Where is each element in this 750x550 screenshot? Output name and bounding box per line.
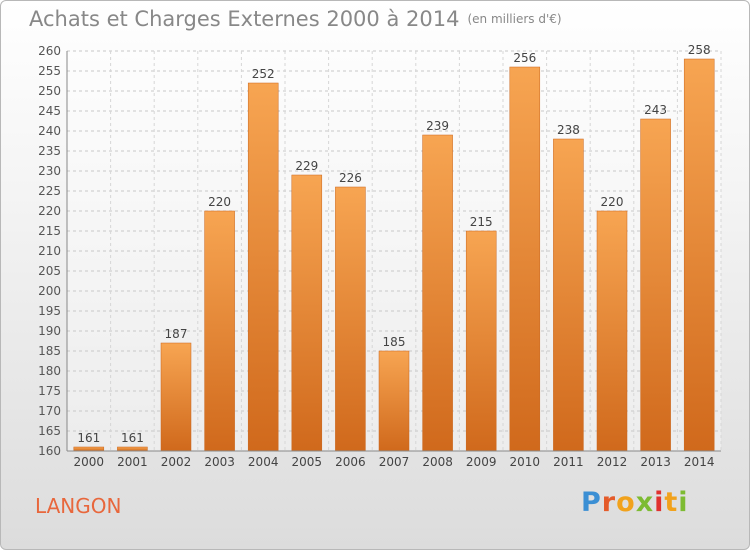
data-label-2000: 161 — [77, 431, 100, 445]
data-label-2013: 243 — [644, 103, 667, 117]
y-tick-label: 230 — [38, 164, 61, 178]
proxiti-logo[interactable]: Proxiti — [581, 487, 689, 518]
data-label-2003: 220 — [208, 195, 231, 209]
data-label-2010: 256 — [513, 51, 536, 65]
bar-2008[interactable] — [422, 134, 453, 452]
data-label-2009: 215 — [470, 215, 493, 229]
logo-letter: o — [616, 487, 636, 518]
bar-2011[interactable] — [553, 138, 584, 452]
logo-letter: P — [581, 487, 602, 518]
x-tick-label: 2007 — [379, 455, 410, 469]
y-tick-label: 220 — [38, 204, 61, 218]
y-tick-label: 160 — [38, 444, 61, 458]
data-label-2007: 185 — [383, 335, 406, 349]
y-tick-label: 260 — [38, 44, 61, 58]
axis-layer: 160 165 170 175 180 185 190 195 200 205 210 215 220 2… — [38, 44, 721, 469]
y-tick-label: 240 — [38, 124, 61, 138]
logo-letter: r — [601, 487, 617, 518]
bar-layer — [73, 58, 715, 452]
data-label-2014: 258 — [688, 43, 711, 57]
y-tick-label: 235 — [38, 144, 61, 158]
bar-2014[interactable] — [683, 58, 715, 452]
y-tick-label: 165 — [38, 424, 61, 438]
x-tick-label: 2001 — [117, 455, 148, 469]
y-tick-label: 245 — [38, 104, 61, 118]
x-tick-label: 2008 — [422, 455, 453, 469]
x-tick-label: 2009 — [466, 455, 497, 469]
x-tick-label: 2006 — [335, 455, 366, 469]
x-tick-label: 2011 — [553, 455, 584, 469]
logo-letter: t — [664, 487, 679, 518]
x-tick-label: 2003 — [204, 455, 235, 469]
y-tick-label: 195 — [38, 304, 61, 318]
bar-2005[interactable] — [291, 174, 323, 452]
bar-2010[interactable] — [509, 66, 541, 452]
chart-title-text: Achats et Charges Externes 2000 à 2014 — [29, 7, 460, 31]
logo-letter: i — [678, 487, 689, 518]
x-tick-label: 2000 — [74, 455, 105, 469]
data-label-2001: 161 — [121, 431, 144, 445]
bar-2007[interactable] — [378, 350, 410, 452]
bar-2001[interactable] — [117, 446, 148, 452]
y-tick-label: 185 — [38, 344, 61, 358]
y-tick-label: 180 — [38, 364, 61, 378]
bar-2004[interactable] — [247, 82, 279, 452]
label-layer: 161 161 187 220 252 229 226 185 239 215 256 238 220 2… — [77, 43, 710, 445]
y-tick-label: 200 — [38, 284, 61, 298]
y-tick-label: 250 — [38, 84, 61, 98]
commune-name: LANGON — [35, 494, 122, 518]
x-tick-label: 2014 — [684, 455, 715, 469]
x-tick-label: 2004 — [248, 455, 279, 469]
y-tick-label: 190 — [38, 324, 61, 338]
logo-letter: x — [635, 487, 655, 518]
data-label-2012: 220 — [601, 195, 624, 209]
y-tick-label: 215 — [38, 224, 61, 238]
bar-2013[interactable] — [640, 118, 671, 452]
x-tick-label: 2013 — [640, 455, 671, 469]
x-tick-label: 2010 — [510, 455, 541, 469]
bar-2012[interactable] — [596, 210, 628, 452]
bar-2006[interactable] — [335, 186, 366, 452]
data-label-2008: 239 — [426, 119, 449, 133]
bar-2003[interactable] — [204, 210, 235, 452]
data-label-2002: 187 — [165, 327, 188, 341]
x-tick-label: 2012 — [597, 455, 628, 469]
logo-letter: i — [654, 487, 665, 518]
y-tick-label: 225 — [38, 184, 61, 198]
data-label-2011: 238 — [557, 123, 580, 137]
y-tick-label: 175 — [38, 384, 61, 398]
bar-2000[interactable] — [73, 446, 105, 452]
bar-2009[interactable] — [465, 230, 497, 452]
data-label-2006: 226 — [339, 171, 362, 185]
y-tick-label: 170 — [38, 404, 61, 418]
data-label-2005: 229 — [295, 159, 318, 173]
chart-title: Achats et Charges Externes 2000 à 2014 (e… — [29, 7, 562, 31]
y-tick-label: 210 — [38, 244, 61, 258]
chart-subtitle: (en milliers d'€) — [467, 12, 562, 26]
y-tick-label: 205 — [38, 264, 61, 278]
bar-2002[interactable] — [160, 342, 192, 452]
x-tick-label: 2002 — [161, 455, 192, 469]
data-label-2004: 252 — [252, 67, 275, 81]
x-tick-label: 2005 — [292, 455, 323, 469]
y-tick-label: 255 — [38, 64, 61, 78]
